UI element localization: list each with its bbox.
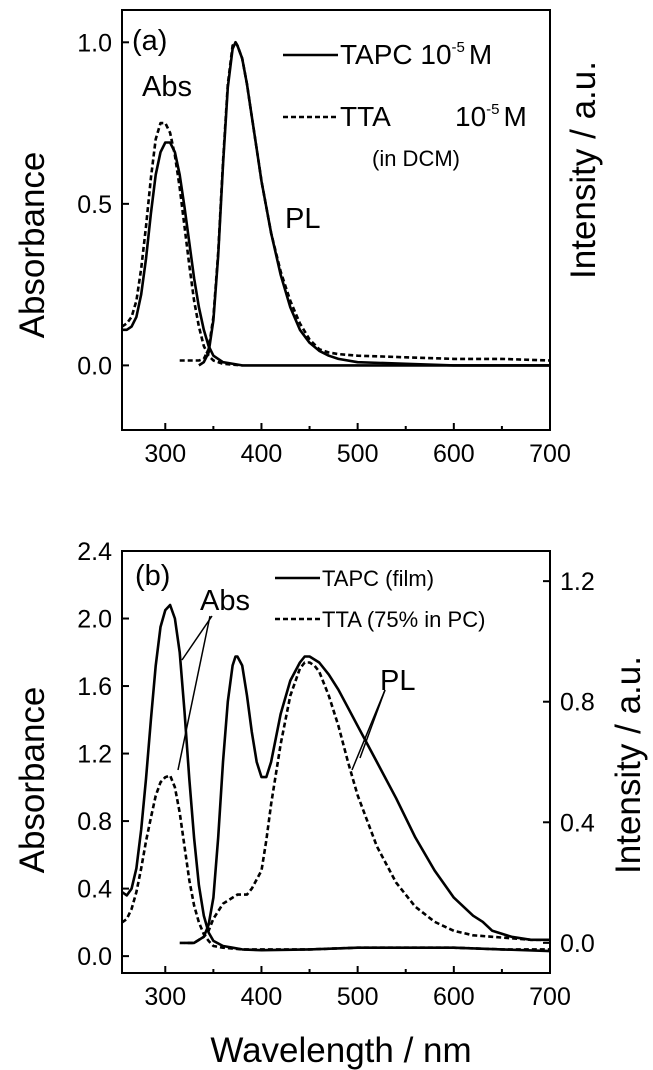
- y-tick-label: 1.6: [77, 673, 112, 701]
- abs-leader-line-2: [181, 615, 213, 661]
- y-tick-label: 0.0: [77, 352, 112, 380]
- panel-a-frame: [121, 9, 551, 431]
- x-tick-label: 700: [529, 440, 571, 468]
- panel-a-annotation-pl: PL: [285, 203, 320, 235]
- legend-b-tta-label: TTA (75% in PC): [322, 607, 485, 632]
- panel-b-annotation-abs: Abs: [200, 585, 250, 617]
- legend-tta-conc: 10-5 M: [455, 101, 527, 132]
- x-tick-label: 600: [433, 983, 475, 1011]
- y-right-tick-label: 1.2: [560, 568, 595, 596]
- panel-b-y-ticks-right: 0.0 0.4 0.8 1.2: [543, 568, 595, 958]
- panel-b-legend: TAPC (film) TTA (75% in PC): [275, 566, 485, 632]
- x-tick-label: 700: [529, 983, 571, 1011]
- x-tick-label: 300: [144, 983, 186, 1011]
- y-right-tick-label: 0.8: [560, 689, 595, 717]
- panel-a-y-ticks: 0.0 0.5 1.0: [77, 29, 129, 380]
- abs-leader-line-1: [177, 615, 211, 771]
- y-right-tick-label: 0.4: [560, 809, 595, 837]
- x-tick-label: 500: [337, 983, 379, 1011]
- legend-tapc-label: TAPC 10-5 M: [340, 39, 492, 70]
- panel-b: (b) 300 400 500 600 700 0.0 0.4 0.8 1.2 1.6 2.0 2.…: [13, 538, 648, 1070]
- y-tick-label: 1.2: [77, 741, 112, 769]
- y-tick-label: 0.8: [77, 808, 112, 836]
- y-tick-label: 0.5: [77, 191, 112, 219]
- panel-a-annotation-abs: Abs: [142, 71, 192, 103]
- legend-solvent-note: (in DCM): [372, 146, 460, 171]
- panel-a-legend: TAPC 10-5 M TTA 10-5 M (in DCM): [283, 39, 527, 171]
- panel-b-annotation-pl: PL: [380, 665, 415, 697]
- y-tick-label: 1.0: [77, 29, 112, 57]
- x-tick-label: 500: [337, 440, 379, 468]
- legend-tta-label: TTA: [340, 101, 391, 132]
- panel-a-label: (a): [132, 25, 167, 57]
- series-line-tta-pl-75-in-pc: [179, 661, 550, 945]
- y-tick-label: 0.0: [77, 943, 112, 971]
- panel-a: (a) 300 400 500 600 700 0.0 0.5 1.0 Absorbance…: [13, 9, 603, 468]
- panel-b-x-ticks: 300 400 500 600 700: [144, 966, 571, 1011]
- series-line-tapc-abs-film: [121, 603, 551, 953]
- x-tick-label: 400: [241, 983, 283, 1011]
- panel-b-lines: [121, 603, 551, 953]
- y-right-tick-label: 0.0: [560, 930, 595, 958]
- series-line-tta-pl: [179, 41, 551, 362]
- y-tick-label: 2.4: [77, 538, 112, 566]
- panel-a-y-axis-label: Absorbance: [13, 152, 52, 339]
- series-line-tapc-pl: [198, 41, 550, 367]
- panel-b-frame: [121, 550, 551, 974]
- panel-b-label: (b): [135, 560, 170, 592]
- x-tick-label: 400: [241, 440, 283, 468]
- legend-b-tapc-label: TAPC (film): [322, 566, 434, 591]
- pl-leader-line-2: [351, 689, 386, 771]
- y-tick-label: 0.4: [77, 876, 112, 904]
- panel-b-y-axis-label-right: Intensity / a.u.: [609, 656, 648, 874]
- x-axis-label: Wavelength / nm: [210, 1031, 471, 1070]
- x-tick-label: 600: [433, 440, 475, 468]
- x-tick-label: 300: [144, 440, 186, 468]
- y-tick-label: 2.0: [77, 606, 112, 634]
- panel-a-x-ticks: 300 400 500 600 700: [144, 423, 571, 468]
- series-line-tta-abs-75-in-pc: [121, 774, 550, 951]
- panel-a-y-axis-label-right: Intensity / a.u.: [564, 61, 603, 279]
- series-line-tapc-abs: [122, 141, 550, 367]
- panel-b-y-ticks: 0.0 0.4 0.8 1.2 1.6 2.0 2.4: [77, 538, 129, 971]
- series-line-tapc-pl-film: [184, 655, 550, 945]
- panel-a-lines: [121, 41, 551, 367]
- panel-b-y-axis-label: Absorbance: [13, 687, 52, 874]
